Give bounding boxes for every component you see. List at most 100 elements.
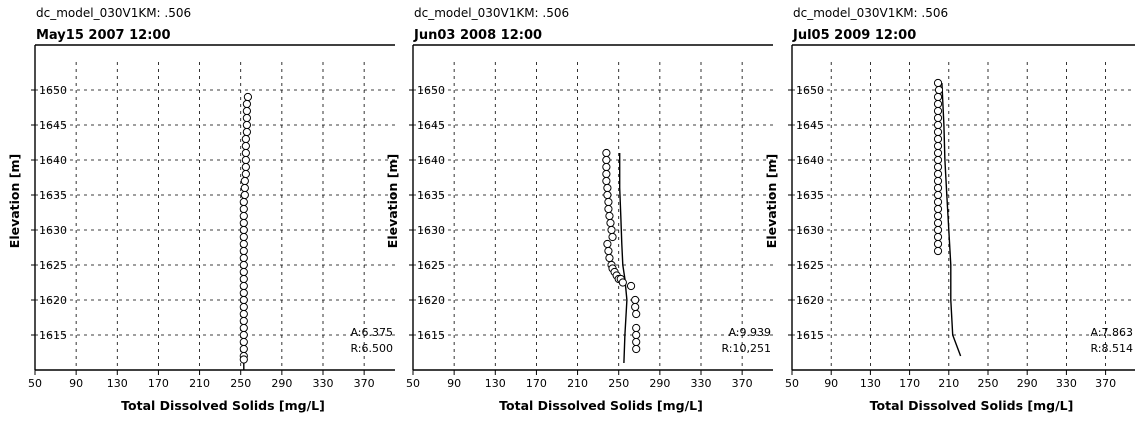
- y-tick-label: 1650: [796, 84, 824, 97]
- observed-point: [632, 344, 641, 354]
- observed-point: [933, 232, 943, 242]
- observed-point: [933, 155, 943, 165]
- observed-point: [933, 78, 943, 88]
- observed-point: [241, 141, 250, 151]
- y-tick-label: 1645: [796, 119, 824, 132]
- observed-point: [239, 309, 248, 319]
- observed-point: [239, 218, 248, 228]
- chart-subtitle: dc_model_030V1KM: .506: [36, 6, 191, 20]
- x-tick-label: 210: [938, 377, 959, 390]
- chart-title: May15 2007 12:00: [36, 28, 171, 43]
- observed-point: [241, 155, 250, 165]
- y-tick-label: 1625: [417, 259, 445, 272]
- x-tick-label: 170: [526, 377, 547, 390]
- x-tick-label: 170: [899, 377, 920, 390]
- observed-point: [618, 278, 627, 287]
- observed-point: [933, 183, 943, 193]
- observed-point: [602, 155, 611, 165]
- observed-point: [626, 281, 636, 291]
- observed-point: [239, 204, 248, 214]
- stat-a-label: A:9.939: [728, 326, 771, 339]
- y-tick-label: 1625: [39, 259, 67, 272]
- observed-point: [604, 197, 613, 207]
- x-axis-label: Total Dissolved Solids [mg/L]: [870, 398, 1074, 413]
- observed-point: [934, 85, 944, 95]
- observed-point: [239, 260, 248, 270]
- y-tick-label: 1620: [417, 294, 445, 307]
- y-tick-label: 1615: [39, 329, 67, 342]
- y-tick-label: 1620: [796, 294, 824, 307]
- observed-point: [933, 141, 943, 151]
- observed-point: [933, 239, 943, 249]
- observed-point: [239, 211, 248, 221]
- chart-title: Jul05 2009 12:00: [792, 28, 916, 43]
- stat-a-label: A:7.863: [1090, 326, 1133, 339]
- y-axis-label: Elevation [m]: [764, 154, 779, 248]
- observed-point: [607, 225, 616, 235]
- x-tick-label: 370: [354, 377, 375, 390]
- x-tick-label: 50: [785, 377, 799, 390]
- x-tick-label: 90: [447, 377, 461, 390]
- observed-point: [239, 239, 248, 249]
- observed-point: [602, 169, 611, 179]
- y-tick-label: 1615: [796, 329, 824, 342]
- observed-point: [933, 246, 943, 256]
- observed-point: [933, 211, 943, 221]
- observed-point: [605, 253, 614, 263]
- x-tick-label: 50: [28, 377, 42, 390]
- y-tick-label: 1635: [796, 189, 824, 202]
- observed-point: [605, 211, 614, 221]
- observed-point: [631, 295, 640, 305]
- observed-point: [239, 295, 248, 305]
- observed-point: [933, 197, 943, 207]
- observed-point: [603, 190, 612, 200]
- observed-point: [242, 127, 251, 137]
- x-tick-label: 210: [189, 377, 210, 390]
- observed-point: [239, 337, 248, 347]
- y-tick-label: 1630: [39, 224, 67, 237]
- observed-point: [239, 246, 248, 256]
- stat-r-label: R:10,251: [722, 342, 772, 355]
- chart-panel-2: 50 90 130 170 210 250 290 330 370 1615 1620 1625 163…: [385, 6, 773, 413]
- observed-point: [239, 288, 248, 298]
- observed-point: [239, 323, 248, 333]
- observed-point: [603, 183, 612, 193]
- observed-point: [242, 113, 251, 123]
- x-tick-label: 330: [313, 377, 334, 390]
- y-tick-label: 1630: [417, 224, 445, 237]
- x-tick-label: 130: [485, 377, 506, 390]
- observed-point: [239, 330, 248, 340]
- x-axis-label: Total Dissolved Solids [mg/L]: [121, 398, 325, 413]
- observed-point: [933, 92, 943, 102]
- observed-point: [933, 134, 943, 144]
- x-tick-label: 50: [406, 377, 420, 390]
- observed-point: [602, 162, 611, 172]
- observed-point: [240, 176, 249, 186]
- observed-point: [603, 239, 612, 249]
- observed-point: [604, 246, 613, 256]
- observed-point: [242, 120, 251, 130]
- observed-point: [239, 355, 248, 364]
- stat-r-label: R:6.500: [350, 342, 393, 355]
- observed-point: [242, 106, 251, 116]
- observed-point: [602, 176, 611, 186]
- observed-point: [239, 267, 248, 277]
- observed-point: [933, 204, 943, 214]
- y-tick-label: 1650: [417, 84, 445, 97]
- observed-point: [933, 99, 943, 109]
- observed-point: [243, 92, 253, 102]
- observed-point: [933, 113, 943, 123]
- y-tick-label: 1640: [417, 154, 445, 167]
- observed-point: [241, 134, 250, 144]
- observed-point: [606, 218, 615, 228]
- y-tick-label: 1615: [417, 329, 445, 342]
- x-tick-label: 170: [148, 377, 169, 390]
- observed-point: [933, 120, 943, 130]
- x-tick-label: 370: [732, 377, 753, 390]
- observed-point: [239, 316, 248, 326]
- stat-r-label: R:8.514: [1090, 342, 1133, 355]
- observed-point: [240, 183, 249, 193]
- y-tick-label: 1625: [796, 259, 824, 272]
- model-series-line: [941, 82, 962, 357]
